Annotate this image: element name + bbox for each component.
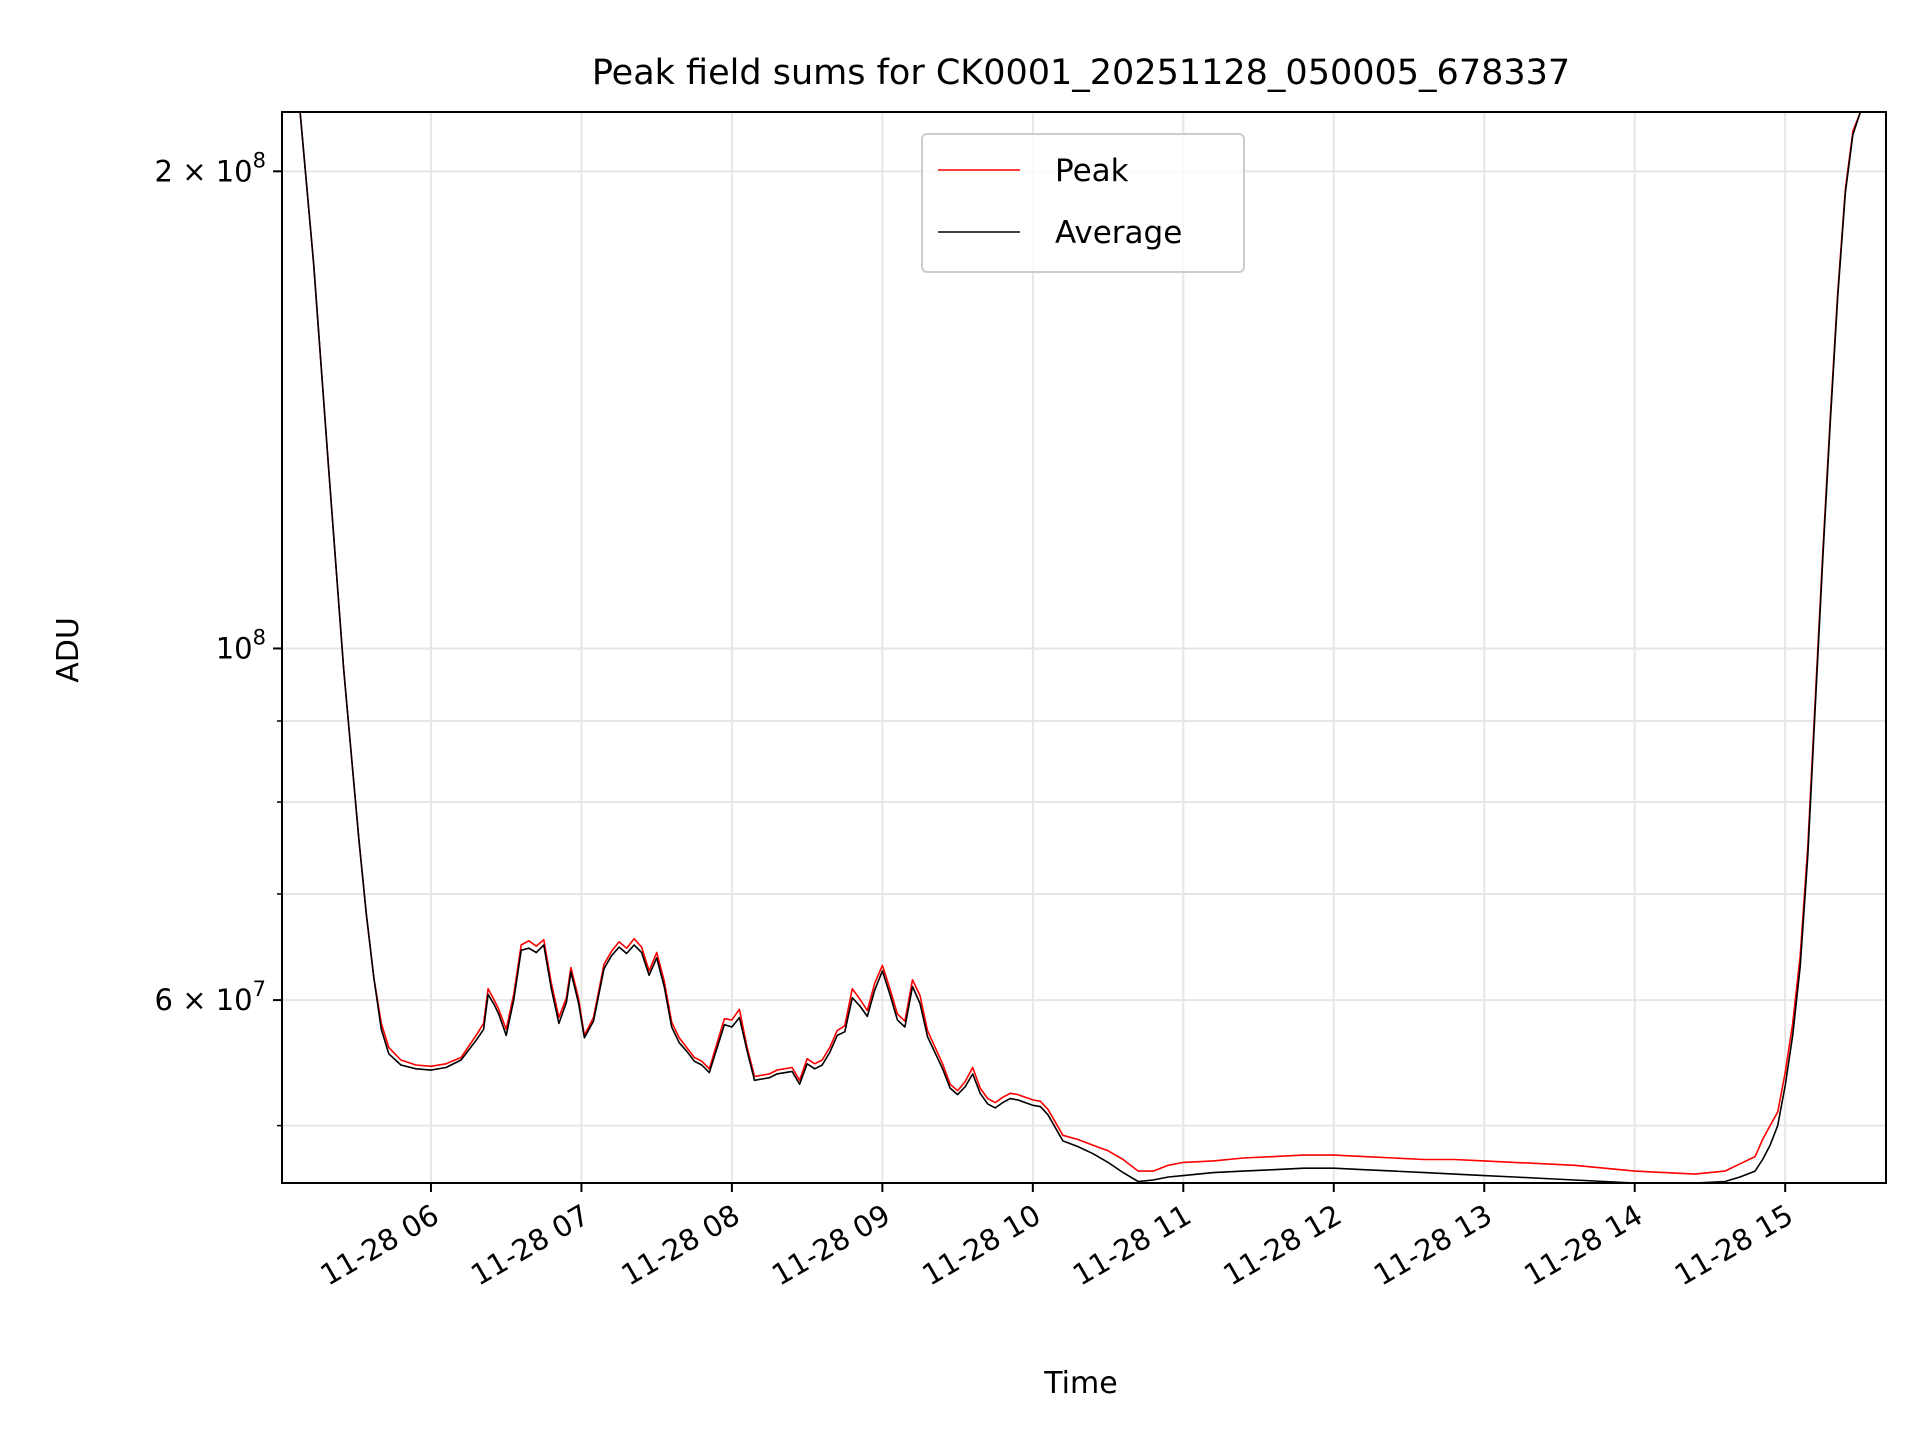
y-tick-label: 108 xyxy=(216,625,266,665)
series-line-peak xyxy=(283,112,1885,1175)
y-tick-label: 6 × 107 xyxy=(155,977,266,1017)
y-tick-label-exponent: 8 xyxy=(253,148,266,172)
legend-box xyxy=(921,133,1245,273)
legend-label-peak: Peak xyxy=(1055,153,1129,189)
y-tick-label-base: 6 × 10 xyxy=(155,983,253,1017)
y-tick-label-exponent: 8 xyxy=(253,625,266,649)
legend-label-average: Average xyxy=(1055,215,1182,251)
y-tick-label-exponent: 7 xyxy=(253,977,266,1001)
legend: Peak Average xyxy=(921,133,1245,273)
y-tick-label: 2 × 108 xyxy=(155,148,266,188)
y-axis-label: ADU xyxy=(51,617,86,683)
x-axis-label: Time xyxy=(1043,1366,1117,1401)
y-tick-label-base: 10 xyxy=(216,631,253,665)
y-tick-label-base: 2 × 10 xyxy=(155,154,253,188)
chart-title: Peak field sums for CK0001_20251128_0500… xyxy=(592,53,1570,93)
